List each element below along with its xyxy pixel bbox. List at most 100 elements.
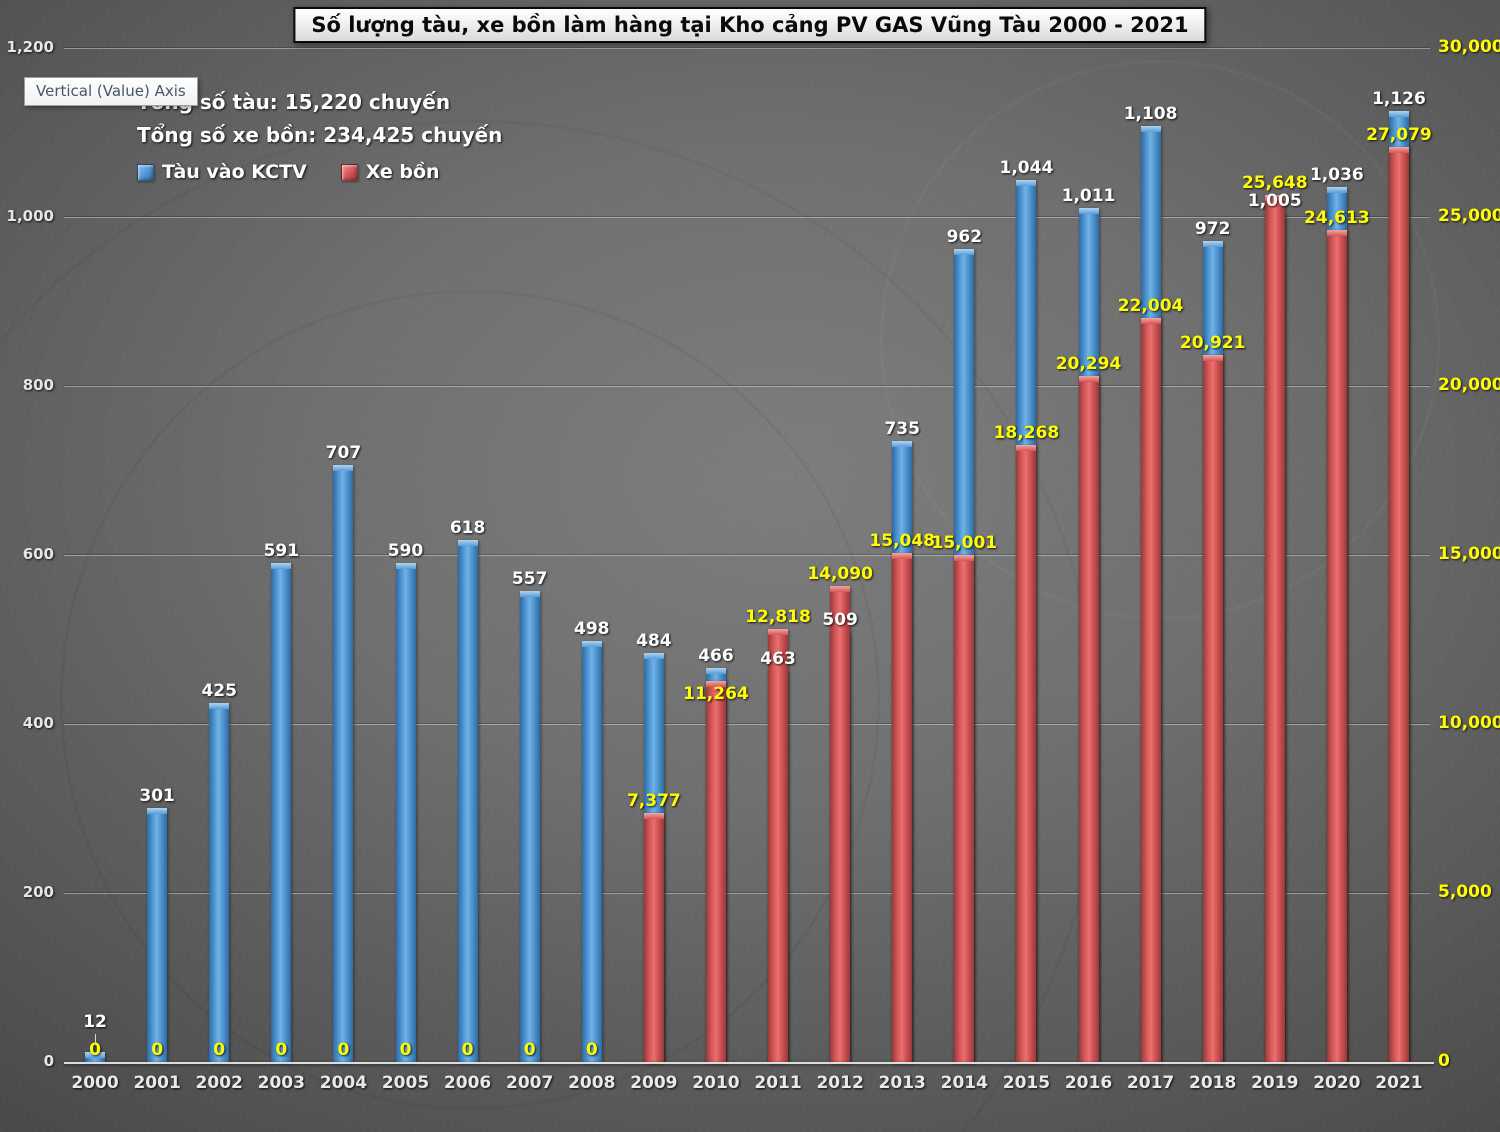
left-axis-tick[interactable]: 800 — [22, 376, 54, 394]
left-axis-tick[interactable]: 200 — [22, 883, 54, 901]
bar-trucks-2018[interactable] — [1202, 354, 1223, 1062]
left-axis-tick[interactable]: 1,200 — [6, 38, 54, 56]
label-ships-2006: 618 — [449, 517, 486, 538]
bar-ships-2003[interactable] — [271, 562, 292, 1062]
bar-trucks-2010[interactable] — [705, 681, 726, 1062]
label-ships-2012: 509 — [822, 609, 858, 630]
label-ships-2004: 707 — [325, 442, 362, 463]
right-axis-tick[interactable]: 20,000 — [1438, 375, 1500, 395]
legend-swatch-trucks-icon — [340, 163, 358, 181]
bar-trucks-2009[interactable] — [643, 812, 664, 1062]
right-axis-tick[interactable]: 30,000 — [1438, 37, 1500, 57]
label-trucks-2020: 24,613 — [1304, 208, 1370, 229]
x-axis-tick-2009[interactable]: 2009 — [630, 1073, 678, 1093]
bar-ships-2005[interactable] — [395, 563, 416, 1062]
label-trucks-2008: 0 — [585, 1040, 598, 1060]
x-axis-tick-2002[interactable]: 2002 — [195, 1073, 243, 1093]
bar-ships-2002[interactable] — [209, 702, 230, 1062]
bar-trucks-2015[interactable] — [1016, 444, 1037, 1062]
x-axis-tick-2013[interactable]: 2013 — [878, 1073, 926, 1093]
x-axis-tick-2016[interactable]: 2016 — [1064, 1073, 1113, 1093]
x-axis-tick-2010[interactable]: 2010 — [692, 1073, 740, 1093]
legend-label-trucks: Xe bồn — [365, 161, 440, 183]
x-axis-tick-2021[interactable]: 2021 — [1375, 1073, 1423, 1093]
x-axis-tick-2017[interactable]: 2017 — [1126, 1073, 1175, 1093]
label-ships-2017: 1,108 — [1123, 103, 1178, 124]
label-ships-2007: 557 — [511, 569, 548, 590]
label-ships-2009: 484 — [636, 631, 672, 652]
x-axis-tick-2018[interactable]: 2018 — [1189, 1073, 1237, 1093]
label-trucks-2012: 14,090 — [807, 563, 873, 584]
bar-trucks-2020[interactable] — [1326, 230, 1347, 1062]
bar-ships-2004[interactable] — [333, 464, 354, 1062]
x-axis-tick-2000[interactable]: 2000 — [71, 1073, 119, 1093]
legend-item-trucks[interactable]: Xe bồn — [340, 161, 440, 183]
gridline — [64, 48, 1430, 49]
bar-trucks-2016[interactable] — [1078, 376, 1099, 1062]
legend-label-ships: Tàu vào KCTV — [162, 161, 307, 183]
label-ships-2014: 962 — [946, 227, 983, 248]
x-axis-tick-2004[interactable]: 2004 — [319, 1073, 368, 1093]
left-axis-tick[interactable]: 1,000 — [6, 207, 54, 225]
x-axis-tick-2005[interactable]: 2005 — [381, 1073, 430, 1093]
label-ships-2010: 466 — [698, 646, 734, 667]
bar-trucks-2019[interactable] — [1264, 195, 1285, 1062]
x-axis-tick-2014[interactable]: 2014 — [940, 1073, 988, 1093]
gridline — [64, 555, 1430, 556]
label-trucks-2017: 22,004 — [1117, 296, 1184, 317]
x-axis-tick-2011[interactable]: 2011 — [754, 1073, 802, 1093]
x-axis-tick-2019[interactable]: 2019 — [1251, 1073, 1299, 1093]
label-trucks-2015: 18,268 — [993, 422, 1060, 443]
x-axis-tick-2015[interactable]: 2015 — [1002, 1073, 1051, 1093]
x-axis-tick-2020[interactable]: 2020 — [1313, 1073, 1361, 1093]
label-trucks-2018: 20,921 — [1179, 332, 1246, 353]
left-axis-tick[interactable]: 400 — [22, 714, 54, 732]
bar-ships-2001[interactable] — [147, 807, 168, 1062]
label-ships-2013: 735 — [884, 418, 920, 439]
label-ships-2021: 1,126 — [1372, 88, 1426, 109]
bar-ships-2007[interactable] — [519, 591, 540, 1062]
x-axis-tick-2008[interactable]: 2008 — [568, 1073, 616, 1093]
label-trucks-2007: 0 — [523, 1040, 536, 1060]
x-axis-tick-2006[interactable]: 2006 — [443, 1073, 492, 1093]
right-axis-tick[interactable]: 5,000 — [1438, 882, 1492, 902]
x-axis-line — [64, 1062, 1434, 1064]
x-axis-tick-2003[interactable]: 2003 — [257, 1073, 305, 1093]
label-trucks-2005: 0 — [399, 1040, 412, 1060]
label-trucks-2021: 27,079 — [1366, 124, 1432, 145]
bar-ships-2006[interactable] — [457, 539, 478, 1062]
bar-trucks-2017[interactable] — [1140, 318, 1161, 1062]
gridline — [64, 386, 1430, 387]
x-axis-tick-2012[interactable]: 2012 — [816, 1073, 864, 1093]
label-ships-2019: 1,005 — [1247, 190, 1302, 211]
bar-trucks-2012[interactable] — [830, 585, 851, 1062]
label-ships-2011: 463 — [760, 648, 796, 669]
label-trucks-2011: 12,818 — [745, 606, 811, 627]
label-ships-2005: 590 — [387, 541, 424, 562]
label-ships-2018: 972 — [1194, 218, 1231, 239]
bar-trucks-2011[interactable] — [768, 628, 789, 1062]
right-axis-tick[interactable]: 25,000 — [1438, 206, 1500, 226]
bar-trucks-2021[interactable] — [1388, 146, 1409, 1062]
label-trucks-2014: 15,001 — [931, 532, 998, 553]
right-axis-tick[interactable]: 10,000 — [1438, 713, 1500, 733]
x-axis-tick-2001[interactable]: 2001 — [133, 1073, 181, 1093]
label-leader-line — [95, 1033, 97, 1046]
bar-trucks-2014[interactable] — [954, 554, 975, 1062]
right-axis-tick[interactable]: 0 — [1438, 1051, 1450, 1071]
legend-item-ships[interactable]: Tàu vào KCTV — [137, 161, 307, 183]
label-ships-2001: 301 — [139, 785, 175, 806]
x-axis-tick-2007[interactable]: 2007 — [506, 1073, 554, 1093]
bar-ships-2000[interactable] — [85, 1051, 106, 1062]
bar-ships-2008[interactable] — [581, 641, 602, 1062]
legend-swatch-ships-icon — [137, 163, 154, 181]
label-ships-2020: 1,036 — [1309, 164, 1364, 185]
left-axis-tick[interactable]: 0 — [43, 1052, 54, 1070]
left-axis-tick[interactable]: 600 — [22, 545, 54, 563]
right-axis-tick[interactable]: 15,000 — [1438, 544, 1500, 564]
total-trucks-text: Tổng số xe bồn: 234,425 chuyến — [137, 123, 503, 147]
bar-trucks-2013[interactable] — [892, 553, 913, 1062]
chart-title[interactable]: Số lượng tàu, xe bồn làm hàng tại Kho cả… — [293, 7, 1207, 43]
label-trucks-2002: 0 — [213, 1040, 226, 1060]
